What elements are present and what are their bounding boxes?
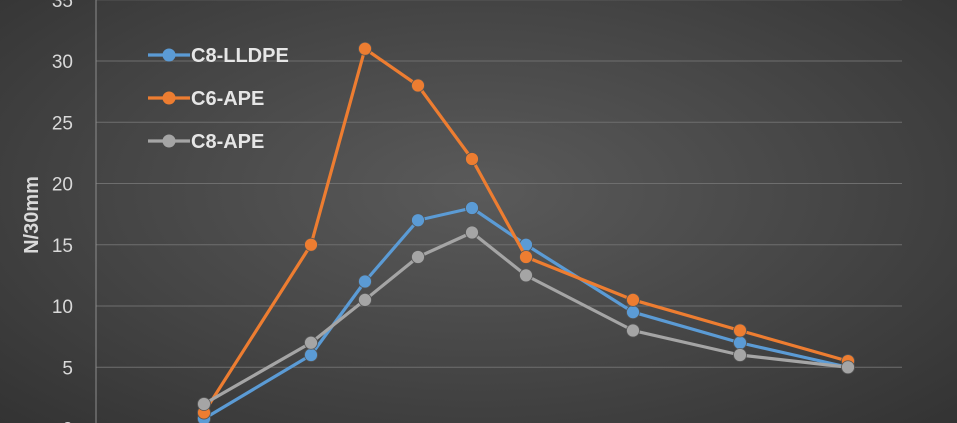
- legend-marker: [162, 48, 176, 62]
- data-point: [304, 237, 318, 252]
- series-group: [197, 41, 855, 423]
- series-line: [202, 47, 849, 414]
- legend-label: C8-APE: [191, 131, 264, 153]
- legend-item: C8-LLDPE: [148, 45, 289, 67]
- data-point: [626, 305, 640, 320]
- legend-marker: [162, 134, 176, 148]
- data-point: [519, 268, 533, 283]
- data-point: [733, 323, 747, 338]
- data-point: [626, 292, 640, 307]
- legend-label: C8-LLDPE: [191, 45, 289, 67]
- data-point: [304, 348, 318, 362]
- series-c8-lldpe: [197, 201, 855, 423]
- y-tick-label: 25: [52, 113, 73, 134]
- data-point: [197, 397, 211, 411]
- legend-item: C8-APE: [148, 131, 264, 153]
- legend-label: C6-APE: [191, 88, 264, 110]
- y-tick-labels: 0 5 10 15 20 25 30 35: [52, 0, 73, 423]
- data-point: [519, 250, 533, 264]
- y-tick-label: 15: [52, 236, 73, 257]
- y-tick-label: 5: [62, 358, 73, 379]
- y-axis-label: N/30mm: [21, 176, 43, 254]
- data-point: [411, 250, 425, 264]
- data-point: [358, 41, 372, 56]
- y-tick-label: 20: [52, 175, 73, 196]
- y-tick-label: 0: [62, 420, 73, 423]
- data-point: [358, 274, 372, 289]
- grid-lines: [96, 0, 902, 368]
- y-tick-label: 10: [52, 297, 73, 318]
- data-point: [358, 292, 372, 307]
- data-point: [411, 78, 425, 93]
- y-tick-label: 30: [52, 52, 73, 73]
- y-tick-label: 35: [52, 0, 73, 12]
- data-point: [841, 360, 855, 375]
- legend: C8-LLDPE C6-APE C8-APE: [148, 45, 289, 153]
- series-c6-ape: [197, 41, 855, 420]
- data-point: [411, 213, 425, 228]
- data-point: [465, 152, 479, 166]
- data-point: [304, 335, 318, 350]
- data-point: [733, 348, 747, 362]
- legend-marker: [162, 91, 176, 105]
- data-point: [465, 201, 479, 215]
- series-c8-ape: [197, 225, 855, 411]
- data-point: [733, 335, 747, 350]
- legend-item: C6-APE: [148, 88, 264, 110]
- data-point: [465, 225, 479, 240]
- data-point: [626, 323, 640, 338]
